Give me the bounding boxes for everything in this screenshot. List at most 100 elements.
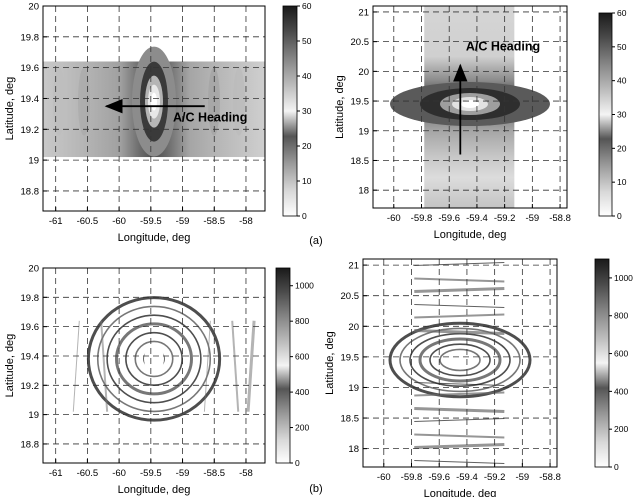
heatmap-stripe <box>72 320 80 412</box>
x-tick-label: -58.8 <box>539 472 561 483</box>
heatmap-contour <box>429 343 491 377</box>
y-tick-label: 21 <box>358 7 369 18</box>
hotspot-core <box>444 351 476 368</box>
heatmap-stripe <box>414 407 505 413</box>
heatmap-contour <box>439 348 481 372</box>
x-tick-label: -58 <box>239 468 253 479</box>
heatmap-stripe <box>414 391 505 397</box>
colorbar-tick-label: 800 <box>295 316 309 326</box>
y-tick-label: 18.8 <box>21 439 40 450</box>
x-tick-label: -58.5 <box>203 216 225 227</box>
colorbar-tick-label: 40 <box>617 76 627 86</box>
heatmap-contour <box>115 322 193 396</box>
y-tick-label: 19.6 <box>21 63 40 74</box>
x-tick-label: -59 <box>515 472 529 483</box>
colorbar-tick-label: 0 <box>302 211 307 221</box>
colorbar-tick-label: 60 <box>617 8 627 18</box>
heatmap-contour <box>409 332 511 387</box>
x-tick-label: -59.6 <box>428 472 450 483</box>
x-tick-label: -59.2 <box>494 213 516 224</box>
chart-a-left: -61 -60.5 -60 -59.5 -59 -58.5 -58 18.8 19 19.2 19.… <box>4 1 312 244</box>
x-tick-label: -59 <box>176 216 190 227</box>
x-tick-label: -59.8 <box>401 472 423 483</box>
colorbar-tick-label: 0 <box>617 211 622 221</box>
x-tick-label: -60 <box>112 468 126 479</box>
y-tick-label: 20 <box>28 2 39 13</box>
y-tick-label: 18.5 <box>351 156 370 167</box>
y-tick-label: 19.6 <box>21 322 40 333</box>
x-tick-label: -61 <box>49 468 63 479</box>
heatmap-region <box>43 46 265 158</box>
y-tick-label: 20 <box>28 264 39 275</box>
colorbar-tick-label: 0 <box>295 458 300 468</box>
x-tick-label: -60 <box>112 216 126 227</box>
y-tick-label: 19.4 <box>21 351 40 362</box>
heatmap-stripe <box>414 433 505 439</box>
x-tick-label: -59.4 <box>466 213 488 224</box>
heatmap-region <box>390 6 550 208</box>
y-tick-label: 19.2 <box>21 125 40 136</box>
heatmap-contour <box>461 100 479 109</box>
y-tick-label: 19 <box>358 126 369 137</box>
heatmap-region <box>68 296 265 422</box>
x-tick-label: -58.5 <box>203 468 225 479</box>
heatmap-contour <box>388 321 532 399</box>
heatmap-contour <box>399 327 521 393</box>
y-tick-label: 19 <box>348 383 359 394</box>
heatmap-contour <box>233 67 245 136</box>
y-tick-label: 19.4 <box>21 94 40 105</box>
colorbar-tick-label: 0 <box>614 462 619 472</box>
caption-a: (a) <box>309 235 322 247</box>
hotspot-core <box>144 344 164 373</box>
heatmap-region <box>388 259 532 467</box>
heatmap-contour <box>78 67 90 136</box>
x-tick-label: -59.4 <box>456 472 478 483</box>
y-tick-label: 18 <box>348 444 359 455</box>
colorbar-tick-label: 20 <box>302 141 312 151</box>
y-tick-label: 19.5 <box>341 352 360 363</box>
y-tick-label: 19 <box>28 156 39 167</box>
colorbar-tick-label: 30 <box>617 110 627 120</box>
colorbar <box>594 258 610 468</box>
x-axis-label: Longitude, deg <box>424 488 497 497</box>
y-axis-label: Latitude, deg <box>324 331 336 395</box>
colorbar-tick-label: 600 <box>614 349 628 359</box>
x-tick-label: -59.5 <box>140 216 162 227</box>
y-tick-label: 19 <box>28 410 39 421</box>
x-tick-label: -59.6 <box>438 213 460 224</box>
plot-frame <box>42 5 266 212</box>
plot-frame <box>42 267 266 464</box>
heatmap-stripe <box>414 329 505 335</box>
x-tick-label: -60 <box>387 213 401 224</box>
colorbar-tick-label: 600 <box>295 352 309 362</box>
heatmap-stripe <box>414 443 505 449</box>
x-tick-label: -60 <box>377 472 391 483</box>
x-tick-label: -61 <box>49 216 63 227</box>
y-tick-label: 18.5 <box>341 414 360 425</box>
colorbar <box>282 5 298 217</box>
chart-a-right: -60 -59.8 -59.6 -59.4 -59.2 -59 -58.8 18 18.5 19 1… <box>334 5 627 241</box>
x-axis-label: Longitude, deg <box>118 484 191 496</box>
heatmap-contour <box>53 67 65 136</box>
caption-b: (b) <box>309 483 322 495</box>
chart-b-left: -61 -60.5 -60 -59.5 -59 -58.5 -58 18.8 19 19.2 19.… <box>4 264 314 497</box>
x-tick-label: -59 <box>525 213 539 224</box>
x-tick-label: -59.2 <box>484 472 506 483</box>
x-tick-label: -60.5 <box>77 468 99 479</box>
heatmap-stripe <box>203 320 211 412</box>
heatmap-stripe <box>414 287 505 293</box>
colorbar-tick-label: 50 <box>617 42 627 52</box>
plot-frame <box>362 258 558 468</box>
heatmap-stripe <box>414 460 505 464</box>
x-tick-label: -60.5 <box>77 216 99 227</box>
y-tick-label: 20 <box>348 322 359 333</box>
x-tick-label: -59.5 <box>140 468 162 479</box>
y-tick-label: 19.8 <box>21 32 40 43</box>
heatmap-stripe <box>414 304 505 308</box>
heading-label: A/C Heading <box>466 40 540 54</box>
y-tick-label: 19.8 <box>21 293 40 304</box>
y-tick-label: 19.2 <box>21 381 40 392</box>
colorbar <box>598 12 613 217</box>
chart-b-right: -60 -59.8 -59.6 -59.4 -59.2 -59 -58.8 18 18.5 19 1… <box>324 258 633 497</box>
plot-frame <box>372 5 568 209</box>
